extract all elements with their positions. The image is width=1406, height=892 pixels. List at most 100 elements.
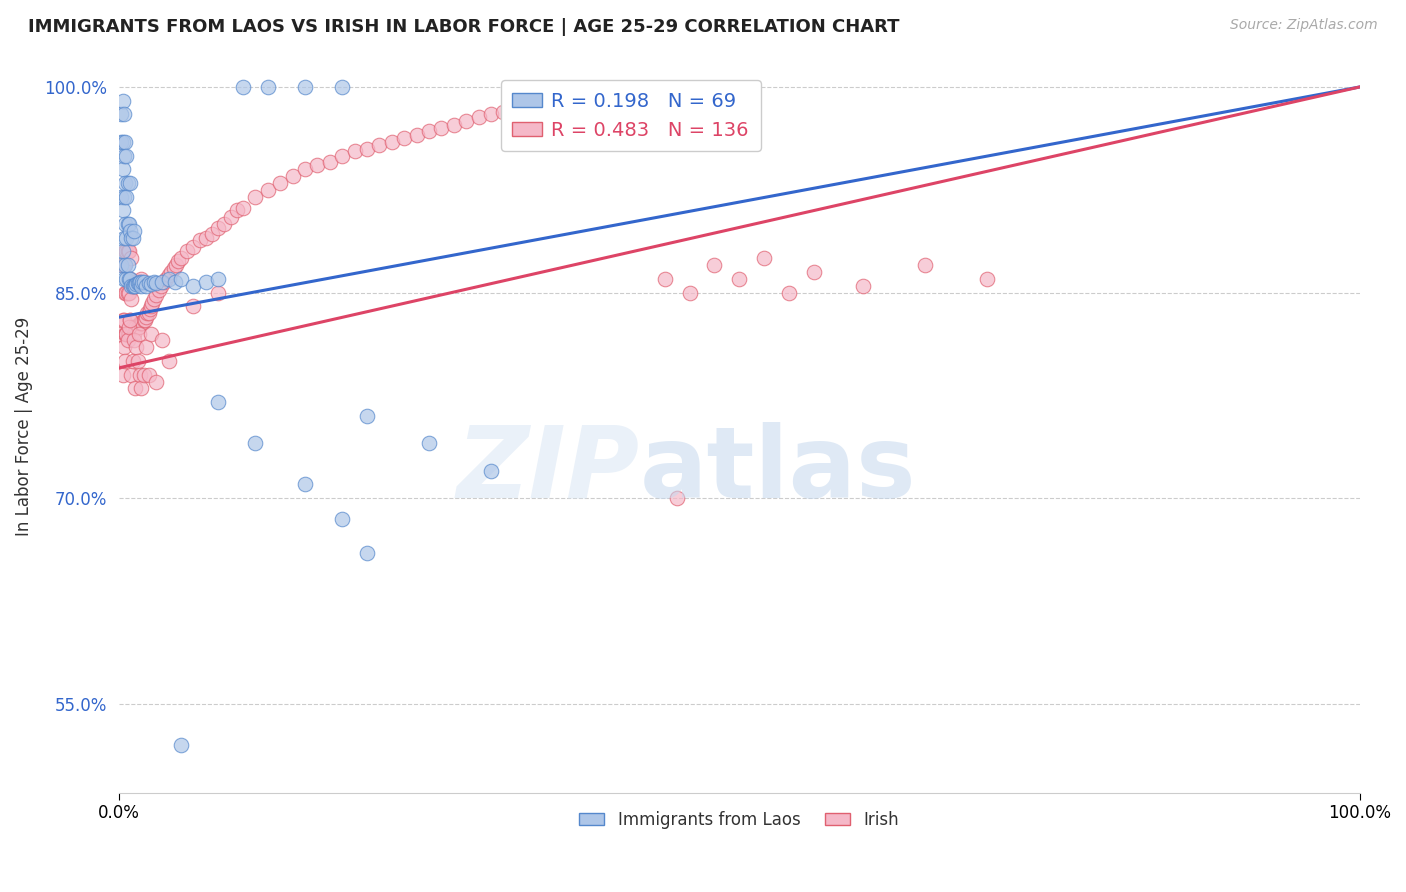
Point — [430, 121, 453, 136]
Point — [129, 316, 152, 330]
Point — [165, 258, 187, 272]
Point — [135, 340, 157, 354]
Point — [122, 334, 145, 348]
Point — [214, 217, 236, 231]
Point — [117, 326, 139, 341]
Point — [307, 158, 329, 172]
Point — [115, 285, 138, 300]
Point — [554, 94, 576, 108]
Point — [330, 80, 353, 95]
Point — [128, 276, 150, 290]
Point — [110, 135, 132, 149]
Point — [127, 275, 149, 289]
Point — [141, 299, 163, 313]
Point — [112, 272, 135, 286]
Point — [157, 354, 180, 368]
Point — [605, 84, 627, 98]
Point — [505, 103, 527, 118]
Point — [128, 326, 150, 341]
Point — [121, 319, 143, 334]
Point — [778, 285, 800, 300]
Point — [567, 91, 589, 105]
Point — [118, 326, 141, 341]
Point — [232, 80, 254, 95]
Point — [418, 436, 440, 450]
Point — [122, 278, 145, 293]
Point — [142, 275, 165, 289]
Point — [752, 252, 775, 266]
Point — [124, 278, 146, 293]
Point — [117, 258, 139, 272]
Point — [256, 80, 278, 95]
Point — [155, 272, 177, 286]
Point — [207, 395, 229, 409]
Point — [319, 155, 342, 169]
Point — [121, 278, 143, 293]
Point — [114, 258, 136, 272]
Point — [129, 272, 152, 286]
Point — [120, 313, 142, 327]
Point — [117, 176, 139, 190]
Point — [112, 148, 135, 162]
Point — [150, 275, 173, 289]
Point — [666, 491, 689, 505]
Point — [115, 189, 138, 203]
Point — [120, 252, 142, 266]
Point — [136, 306, 159, 320]
Point — [219, 210, 242, 224]
Point — [129, 275, 152, 289]
Point — [129, 316, 152, 330]
Point — [294, 162, 316, 177]
Point — [131, 316, 153, 330]
Point — [112, 107, 135, 121]
Point — [129, 278, 152, 293]
Point — [728, 272, 751, 286]
Point — [114, 176, 136, 190]
Point — [170, 252, 193, 266]
Point — [356, 142, 378, 156]
Point — [120, 326, 142, 341]
Point — [162, 260, 184, 275]
Point — [678, 285, 700, 300]
Point — [118, 272, 141, 286]
Point — [245, 189, 267, 203]
Point — [183, 240, 205, 254]
Point — [110, 258, 132, 272]
Point — [194, 275, 217, 289]
Point — [225, 203, 247, 218]
Point — [117, 244, 139, 259]
Point — [120, 231, 142, 245]
Point — [110, 326, 132, 341]
Point — [541, 96, 564, 111]
Text: Source: ZipAtlas.com: Source: ZipAtlas.com — [1230, 18, 1378, 32]
Point — [183, 299, 205, 313]
Point — [114, 244, 136, 259]
Point — [479, 107, 502, 121]
Point — [112, 340, 135, 354]
Point — [170, 272, 193, 286]
Point — [135, 278, 157, 293]
Point — [117, 334, 139, 348]
Point — [128, 319, 150, 334]
Point — [530, 98, 553, 112]
Point — [167, 254, 190, 268]
Point — [976, 272, 998, 286]
Point — [145, 276, 167, 290]
Point — [141, 326, 163, 341]
Text: IMMIGRANTS FROM LAOS VS IRISH IN LABOR FORCE | AGE 25-29 CORRELATION CHART: IMMIGRANTS FROM LAOS VS IRISH IN LABOR F… — [28, 18, 900, 36]
Point — [120, 293, 142, 307]
Point — [138, 368, 160, 382]
Point — [368, 137, 391, 152]
Point — [120, 368, 142, 382]
Point — [201, 227, 224, 241]
Point — [703, 258, 725, 272]
Point — [194, 231, 217, 245]
Point — [118, 244, 141, 259]
Point — [120, 224, 142, 238]
Point — [115, 231, 138, 245]
Point — [160, 265, 183, 279]
Point — [112, 313, 135, 327]
Point — [114, 285, 136, 300]
Point — [111, 313, 134, 327]
Point — [114, 326, 136, 341]
